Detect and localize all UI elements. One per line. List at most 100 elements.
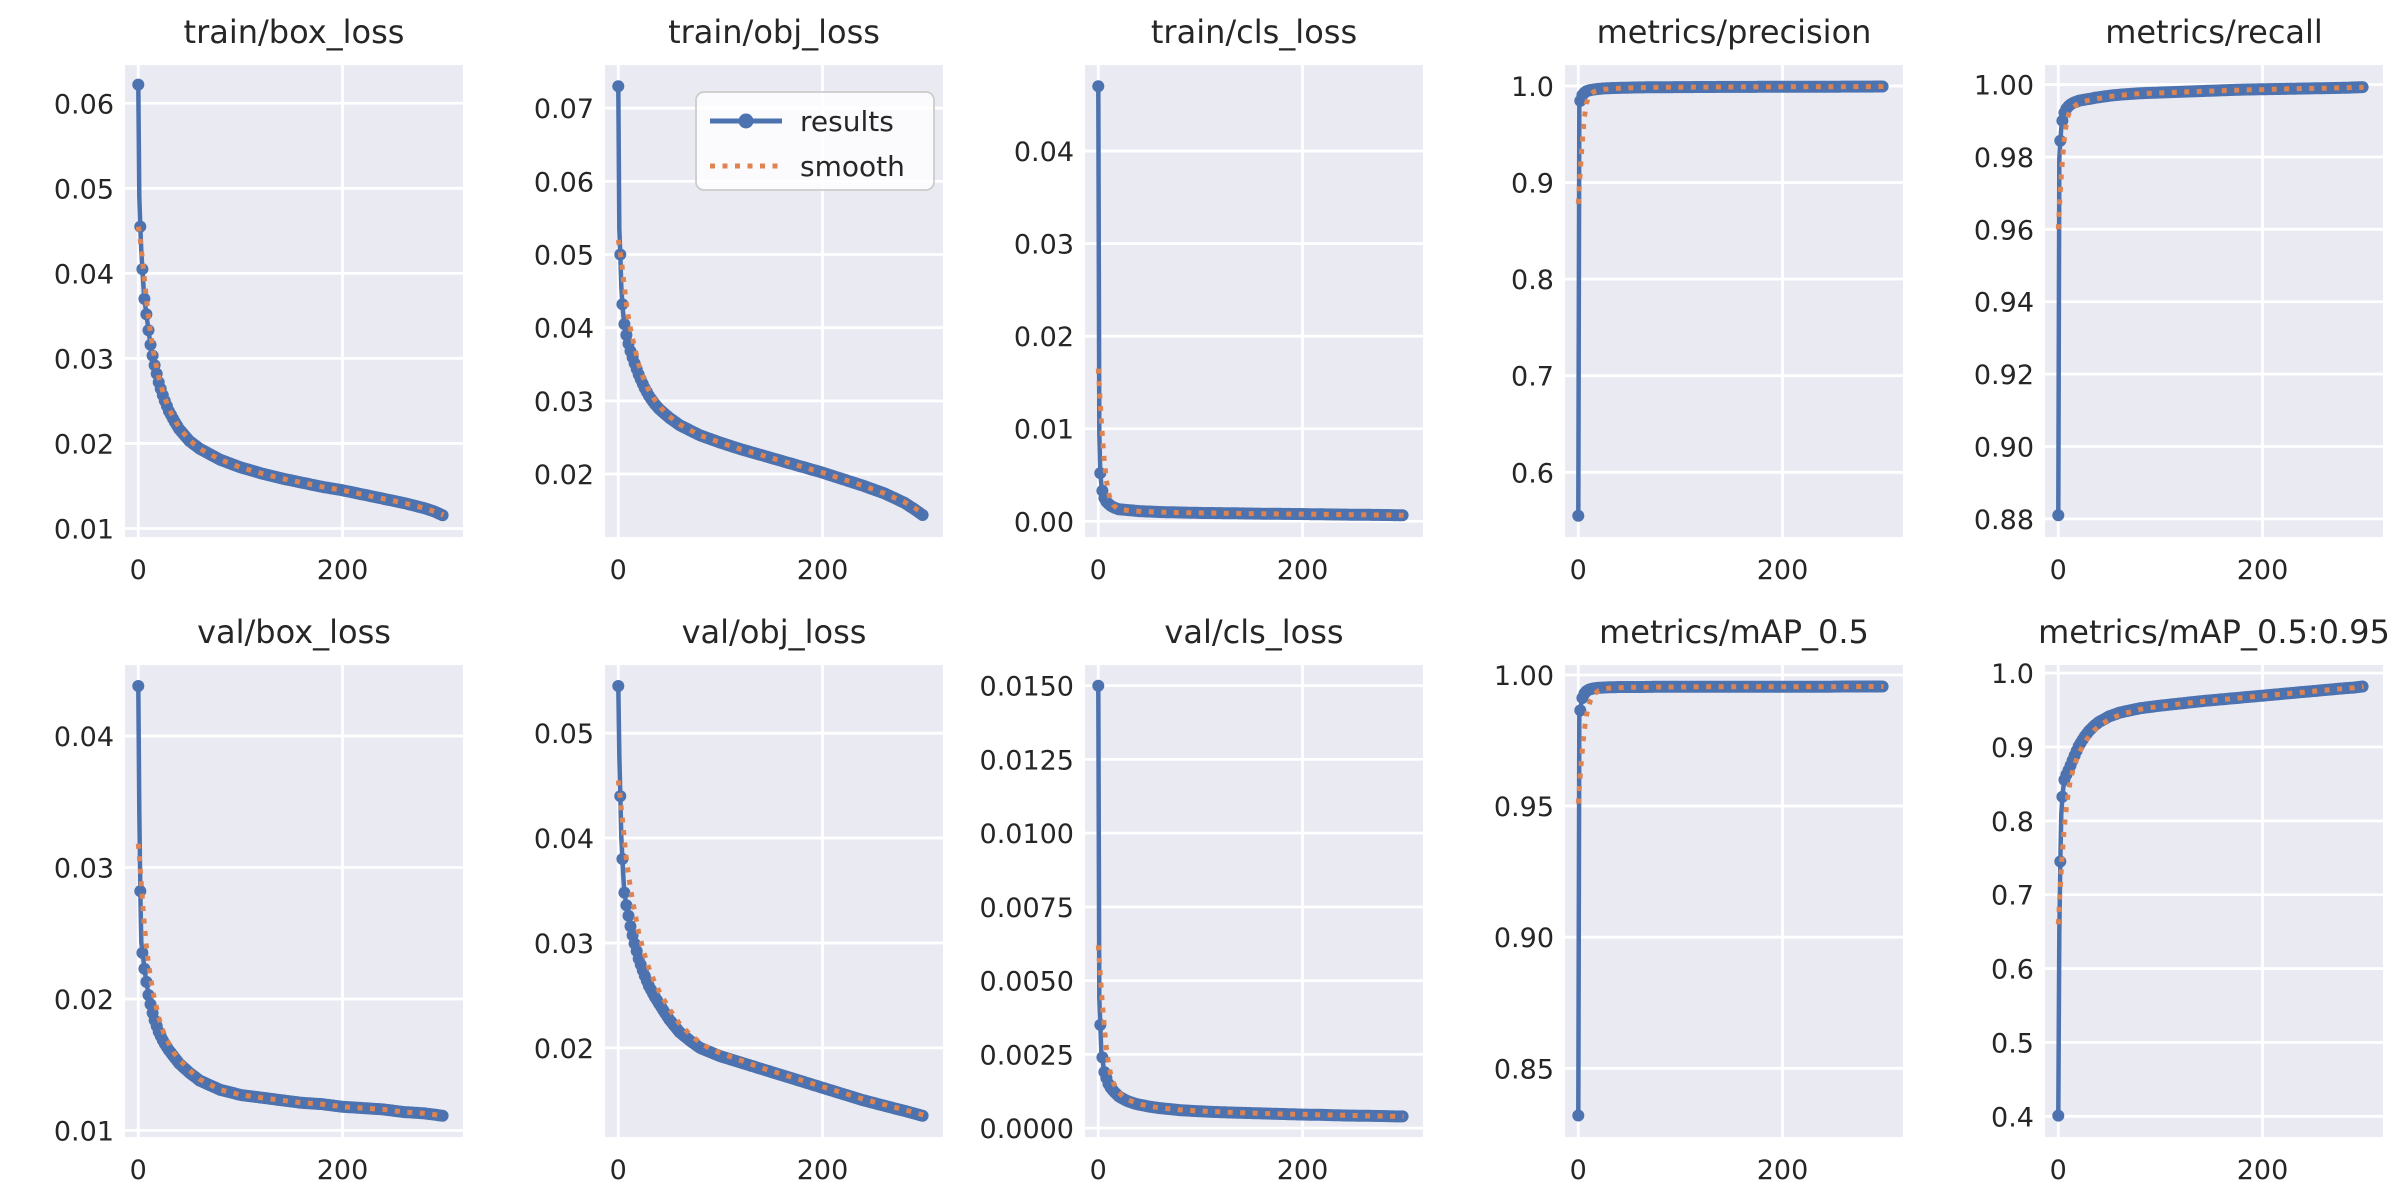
- y-tick-label: 1.0: [1991, 659, 2034, 690]
- legend-box: [695, 91, 935, 191]
- smooth-line: [2055, 84, 2364, 230]
- y-tick-label: 0.02: [54, 985, 114, 1016]
- x-tick-label: 0: [130, 1155, 147, 1186]
- y-tick-label: 0.04: [54, 259, 114, 290]
- y-tick-label: 0.9: [1991, 733, 2034, 764]
- plot-title: val/box_loss: [197, 613, 391, 651]
- y-tick-label: 0.95: [1494, 792, 1554, 823]
- y-tick-label: 0.7: [1511, 362, 1554, 393]
- y-tick-label: 0.90: [1974, 433, 2034, 464]
- plot-title: train/cls_loss: [1151, 13, 1357, 51]
- y-tick-label: 0.00: [1014, 507, 1074, 538]
- plot-title: train/obj_loss: [668, 13, 880, 51]
- y-tick-label: 0.0025: [980, 1040, 1074, 1071]
- smooth-line: [1575, 684, 1884, 804]
- x-tick-label: 0: [1570, 555, 1587, 586]
- results-marker: [1092, 679, 1105, 692]
- y-tick-label: 0.96: [1974, 215, 2034, 246]
- x-tick-label: 200: [797, 1155, 849, 1186]
- x-tick-label: 200: [1277, 555, 1329, 586]
- results-markers: [132, 680, 449, 1122]
- results-marker: [622, 909, 635, 922]
- y-tick-label: 0.01: [54, 514, 114, 545]
- axes-background: [1565, 65, 1903, 537]
- subplot-metrics-map-0-5-0-95: 0.4 0.5 0.6 0.7 0.8 0.9 1.0 0 200 metrics/mAP_0.5…: [1920, 600, 2400, 1200]
- y-tick-label: 1.0: [1511, 72, 1554, 103]
- plot-title: val/cls_loss: [1164, 613, 1343, 651]
- subplot-train-obj-loss: 0.02 0.03 0.04 0.05 0.06 0.07 0 200 train/obj_lo…: [480, 0, 960, 600]
- y-tick-label: 0.01: [54, 1116, 114, 1147]
- results-marker: [2052, 509, 2065, 522]
- smooth-line: [1575, 84, 1884, 204]
- y-tick-label: 0.0075: [980, 893, 1074, 924]
- results-marker: [624, 920, 637, 933]
- y-tick-label: 0.0000: [980, 1114, 1074, 1145]
- results-marker: [1572, 509, 1585, 522]
- y-tick-label: 0.03: [54, 853, 114, 884]
- plot-title: train/box_loss: [184, 13, 405, 51]
- y-tick-label: 0.04: [534, 824, 594, 855]
- results-marker: [620, 899, 633, 912]
- y-tick-label: 0.0100: [980, 819, 1074, 850]
- plot-canvas-train-box-loss: 0.01 0.02 0.03 0.04 0.05 0.06 0 200 train/box_lo…: [54, 13, 463, 586]
- x-tick-label: 0: [1570, 1155, 1587, 1186]
- plot-canvas-metrics-precision: 0.6 0.7 0.8 0.9 1.0 0 200 metrics/precision: [1511, 13, 1903, 586]
- results-markers: [2052, 81, 2369, 522]
- plot-title: metrics/mAP_0.5:0.95: [2038, 613, 2390, 651]
- smooth-line: [615, 239, 925, 516]
- y-tick-label: 0.6: [1511, 458, 1554, 489]
- plot-canvas-metrics-map-0-5: 0.85 0.90 0.95 1.00 0 200 metrics/mAP_0.5: [1494, 613, 1903, 1186]
- results-marker: [1092, 80, 1105, 93]
- y-tick-label: 0.03: [534, 387, 594, 418]
- x-tick-label: 0: [2050, 555, 2067, 586]
- results-marker: [436, 1109, 449, 1122]
- axes-background: [1085, 665, 1423, 1137]
- y-tick-label: 0.85: [1494, 1054, 1554, 1085]
- plot-canvas-metrics-recall: 0.88 0.90 0.92 0.94 0.96 0.98 1.00 0 200 metrics/…: [1974, 13, 2383, 586]
- results-marker: [2056, 790, 2069, 803]
- y-tick-label: 0.01: [1014, 415, 1074, 446]
- results-marker: [136, 946, 149, 959]
- subplot-metrics-precision: 0.6 0.7 0.8 0.9 1.0 0 200 metrics/precision: [1440, 0, 1920, 600]
- subplot-val-cls-loss: 0.0000 0.0025 0.0050 0.0075 0.0100 0.0125 0.01…: [960, 600, 1440, 1200]
- y-tick-label: 0.03: [54, 344, 114, 375]
- plot-canvas-train-cls-loss: 0.00 0.01 0.02 0.03 0.04 0 200 train/cls_loss: [1014, 13, 1423, 586]
- legend-results-label: results: [800, 105, 894, 138]
- y-tick-label: 0.8: [1511, 265, 1554, 296]
- plot-title: metrics/recall: [2105, 13, 2323, 51]
- smooth-line: [2055, 684, 2364, 925]
- y-tick-label: 0.02: [534, 1034, 594, 1065]
- y-tick-label: 0.0150: [980, 672, 1074, 703]
- y-tick-label: 0.92: [1974, 360, 2034, 391]
- y-tick-label: 0.6: [1991, 955, 2034, 986]
- y-tick-label: 1.00: [1494, 661, 1554, 692]
- results-marker: [616, 298, 629, 311]
- results-marker: [1096, 1051, 1109, 1064]
- x-tick-label: 0: [1090, 555, 1107, 586]
- subplot-train-box-loss: 0.01 0.02 0.03 0.04 0.05 0.06 0 200 train/box_lo…: [0, 0, 480, 600]
- x-tick-label: 200: [2237, 1155, 2289, 1186]
- results-marker: [142, 989, 155, 1001]
- legend-results-marker: [738, 113, 754, 129]
- y-tick-label: 0.04: [54, 722, 114, 753]
- x-tick-label: 0: [1090, 1155, 1107, 1186]
- plot-canvas-metrics-map-0-5-0-95: 0.4 0.5 0.6 0.7 0.8 0.9 1.0 0 200 metrics/mAP_0.5…: [1991, 613, 2390, 1186]
- y-tick-label: 0.90: [1494, 923, 1554, 954]
- y-tick-label: 0.02: [534, 460, 594, 491]
- plot-canvas-val-obj-loss: 0.02 0.03 0.04 0.05 0 200 val/obj_loss: [534, 613, 943, 1186]
- subplot-train-cls-loss: 0.00 0.01 0.02 0.03 0.04 0 200 train/cls_loss: [960, 0, 1440, 600]
- results-marker: [618, 886, 631, 899]
- y-tick-label: 0.07: [534, 94, 594, 125]
- y-tick-label: 0.06: [54, 89, 114, 120]
- y-tick-label: 0.88: [1974, 505, 2034, 536]
- y-tick-label: 0.98: [1974, 143, 2034, 174]
- plot-canvas-val-box-loss: 0.01 0.02 0.03 0.04 0 200 val/box_loss: [54, 613, 463, 1186]
- y-tick-label: 0.02: [54, 429, 114, 460]
- x-tick-label: 200: [317, 1155, 369, 1186]
- smooth-line: [1095, 368, 1404, 518]
- subplot-val-box-loss: 0.01 0.02 0.03 0.04 0 200 val/box_loss: [0, 600, 480, 1200]
- results-marker: [1396, 1110, 1409, 1123]
- y-tick-label: 0.02: [1014, 322, 1074, 353]
- smooth-line: [615, 780, 925, 1118]
